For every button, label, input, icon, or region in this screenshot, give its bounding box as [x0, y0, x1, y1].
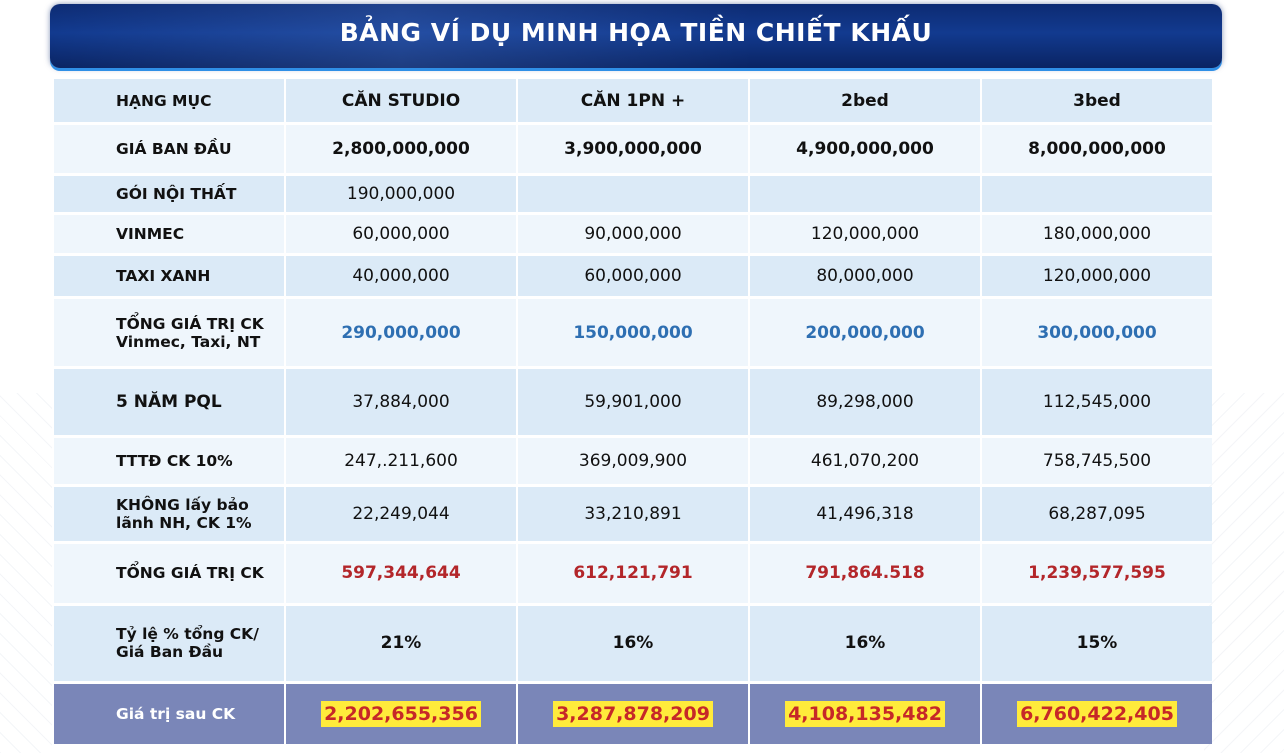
- table-row: TAXI XANH 40,000,000 60,000,000 80,000,0…: [54, 256, 1212, 297]
- table-cell: 89,298,000: [750, 369, 980, 436]
- table-cell: 112,545,000: [982, 369, 1212, 436]
- table-cell: 180,000,000: [982, 215, 1212, 254]
- row-label-line: lãnh NH, CK 1%: [116, 513, 252, 532]
- row-label: TTTĐ CK 10%: [54, 438, 284, 484]
- row-label: Giá trị sau CK: [54, 683, 284, 744]
- table-cell: 15%: [982, 605, 1212, 681]
- highlighted-value: 2,202,655,356: [321, 700, 481, 727]
- column-header-1pn: CĂN 1PN +: [518, 79, 748, 123]
- table-row: Tỷ lệ % tổng CK/ Giá Ban Đầu 21% 16% 16%…: [54, 605, 1212, 681]
- table-cell: 612,121,791: [518, 543, 748, 603]
- row-label: Tỷ lệ % tổng CK/ Giá Ban Đầu: [54, 605, 284, 681]
- table-cell: 1,239,577,595: [982, 543, 1212, 603]
- table-cell: 37,884,000: [286, 369, 516, 436]
- row-label: KHÔNG lấy bảo lãnh NH, CK 1%: [54, 486, 284, 541]
- header-label: HẠNG MỤC: [54, 79, 284, 123]
- table-row: 5 NĂM PQL 37,884,000 59,901,000 89,298,0…: [54, 369, 1212, 436]
- table-cell: 60,000,000: [286, 215, 516, 254]
- title-banner: BẢNG VÍ DỤ MINH HỌA TIỀN CHIẾT KHẤU: [50, 4, 1222, 68]
- row-label-line: Giá Ban Đầu: [116, 643, 224, 662]
- table-cell: 60,000,000: [518, 256, 748, 297]
- table-cell: 59,901,000: [518, 369, 748, 436]
- column-header-2bed: 2bed: [750, 79, 980, 123]
- row-label-line: TỔNG GIÁ TRỊ CK: [116, 314, 264, 333]
- table-cell: 369,009,900: [518, 438, 748, 484]
- row-label: TỔNG GIÁ TRỊ CK Vinmec, Taxi, NT: [54, 299, 284, 367]
- table-row: GÓI NỘI THẤT 190,000,000: [54, 176, 1212, 213]
- row-label: GÓI NỘI THẤT: [54, 176, 284, 213]
- table-cell: 300,000,000: [982, 299, 1212, 367]
- highlighted-value: 3,287,878,209: [553, 700, 713, 727]
- table-cell: 4,108,135,482: [750, 683, 980, 744]
- table-cell: 3,900,000,000: [518, 125, 748, 174]
- row-label: TỔNG GIÁ TRỊ CK: [54, 543, 284, 603]
- table-cell: 120,000,000: [982, 256, 1212, 297]
- row-label-line: Vinmec, Taxi, NT: [116, 332, 261, 351]
- table-cell: [750, 176, 980, 213]
- table-cell: 3,287,878,209: [518, 683, 748, 744]
- table-cell: 758,745,500: [982, 438, 1212, 484]
- table-cell: 200,000,000: [750, 299, 980, 367]
- row-label-line: Tỷ lệ % tổng CK/: [116, 625, 259, 644]
- table-cell: 120,000,000: [750, 215, 980, 254]
- row-label: VINMEC: [54, 215, 284, 254]
- table-cell: 22,249,044: [286, 486, 516, 541]
- table-cell: [518, 176, 748, 213]
- background-pattern-left: [0, 393, 52, 753]
- row-label-line: KHÔNG lấy bảo: [116, 495, 249, 514]
- table-cell: 21%: [286, 605, 516, 681]
- table-cell: 2,202,655,356: [286, 683, 516, 744]
- table-row: TTTĐ CK 10% 247,.211,600 369,009,900 461…: [54, 438, 1212, 484]
- highlighted-value: 4,108,135,482: [785, 700, 945, 727]
- table-cell: 290,000,000: [286, 299, 516, 367]
- column-header-3bed: 3bed: [982, 79, 1212, 123]
- table-cell: 150,000,000: [518, 299, 748, 367]
- table-cell: 8,000,000,000: [982, 125, 1212, 174]
- table-cell: 68,287,095: [982, 486, 1212, 541]
- table-cell: 33,210,891: [518, 486, 748, 541]
- page-title: BẢNG VÍ DỤ MINH HỌA TIỀN CHIẾT KHẤU: [339, 18, 933, 47]
- highlighted-value: 6,760,422,405: [1017, 700, 1177, 727]
- row-label: TAXI XANH: [54, 256, 284, 297]
- table-header-row: HẠNG MỤC CĂN STUDIO CĂN 1PN + 2bed 3bed: [54, 79, 1212, 123]
- table-cell: 597,344,644: [286, 543, 516, 603]
- table-cell: 190,000,000: [286, 176, 516, 213]
- table-row: VINMEC 60,000,000 90,000,000 120,000,000…: [54, 215, 1212, 254]
- table-cell: 90,000,000: [518, 215, 748, 254]
- table-cell: 6,760,422,405: [982, 683, 1212, 744]
- table-cell: 40,000,000: [286, 256, 516, 297]
- row-label: GIÁ BAN ĐẦU: [54, 125, 284, 174]
- table-cell: 247,.211,600: [286, 438, 516, 484]
- table-row: GIÁ BAN ĐẦU 2,800,000,000 3,900,000,000 …: [54, 125, 1212, 174]
- table-cell: 16%: [518, 605, 748, 681]
- discount-table: HẠNG MỤC CĂN STUDIO CĂN 1PN + 2bed 3bed …: [52, 76, 1214, 747]
- final-price-row: Giá trị sau CK 2,202,655,356 3,287,878,2…: [54, 683, 1212, 744]
- table-row: TỔNG GIÁ TRỊ CK 597,344,644 612,121,791 …: [54, 543, 1212, 603]
- table-row: TỔNG GIÁ TRỊ CK Vinmec, Taxi, NT 290,000…: [54, 299, 1212, 367]
- column-header-studio: CĂN STUDIO: [286, 79, 516, 123]
- table-cell: 80,000,000: [750, 256, 980, 297]
- table-row: KHÔNG lấy bảo lãnh NH, CK 1% 22,249,044 …: [54, 486, 1212, 541]
- row-label: 5 NĂM PQL: [54, 369, 284, 436]
- background-pattern-right: [1204, 393, 1284, 753]
- table-cell: 2,800,000,000: [286, 125, 516, 174]
- table-cell: [982, 176, 1212, 213]
- table-cell: 461,070,200: [750, 438, 980, 484]
- table-cell: 41,496,318: [750, 486, 980, 541]
- table-cell: 791,864.518: [750, 543, 980, 603]
- table-cell: 4,900,000,000: [750, 125, 980, 174]
- table-cell: 16%: [750, 605, 980, 681]
